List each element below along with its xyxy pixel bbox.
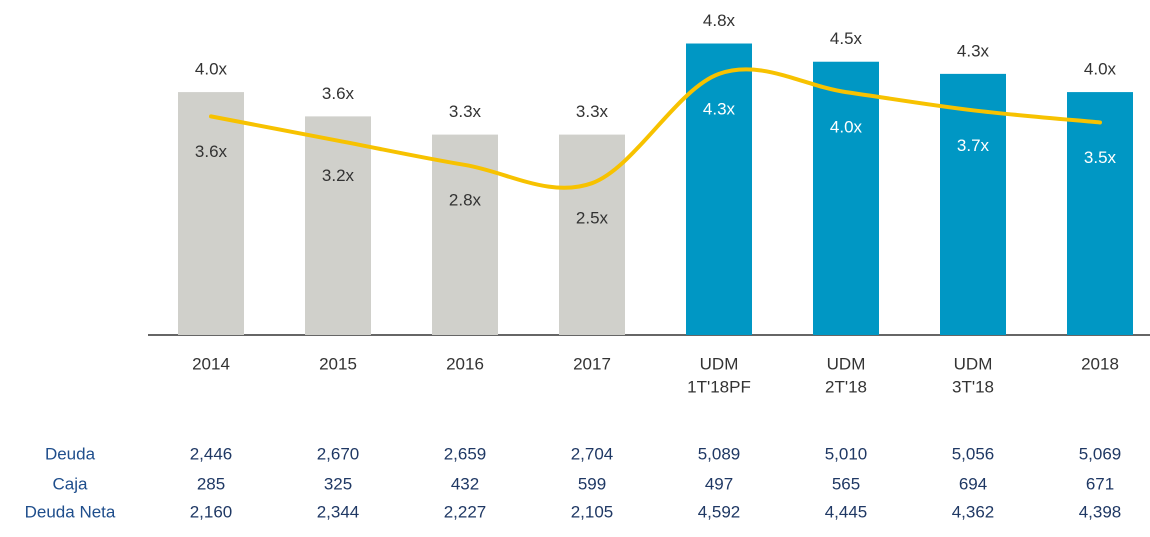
x-tick-label: 2017 xyxy=(573,354,611,373)
table-cell: 4,445 xyxy=(825,502,868,521)
bar xyxy=(940,73,1006,335)
bar-value-label: 4.0x xyxy=(195,60,228,79)
line-value-label: 3.5x xyxy=(1084,148,1117,167)
line-value-label: 3.6x xyxy=(195,142,228,161)
table-cell: 2,704 xyxy=(571,444,614,463)
bar-value-label: 4.0x xyxy=(1084,60,1117,79)
line-value-label: 2.5x xyxy=(576,209,609,228)
bar-value-label: 3.3x xyxy=(576,102,609,121)
bar xyxy=(178,92,244,335)
x-tick-label: UDM xyxy=(954,354,993,373)
table-cell: 285 xyxy=(197,474,225,493)
bar-value-label: 4.5x xyxy=(830,29,863,48)
table-cell: 2,670 xyxy=(317,444,360,463)
table-cell: 2,227 xyxy=(444,502,487,521)
x-tick-label: UDM xyxy=(827,354,866,373)
row-label: Deuda xyxy=(45,444,96,463)
table-cell: 325 xyxy=(324,474,352,493)
table-cell: 599 xyxy=(578,474,606,493)
x-tick-label: 3T'18 xyxy=(952,377,994,396)
table-cell: 5,010 xyxy=(825,444,868,463)
line-value-label: 3.7x xyxy=(957,136,990,155)
bar-value-label: 3.6x xyxy=(322,84,355,103)
x-tick-label: UDM xyxy=(700,354,739,373)
x-tick-label: 2T'18 xyxy=(825,377,867,396)
table-cell: 5,056 xyxy=(952,444,995,463)
bar-value-label: 3.3x xyxy=(449,102,482,121)
table-cell: 671 xyxy=(1086,474,1114,493)
x-tick-label: 2014 xyxy=(192,354,230,373)
bar xyxy=(305,116,371,335)
bar xyxy=(686,43,752,335)
x-tick-label: 1T'18PF xyxy=(687,377,751,396)
table-cell: 497 xyxy=(705,474,733,493)
x-tick-label: 2018 xyxy=(1081,354,1119,373)
table-cell: 5,069 xyxy=(1079,444,1122,463)
table-cell: 5,089 xyxy=(698,444,741,463)
bar xyxy=(1067,92,1133,335)
bar xyxy=(813,61,879,336)
table-cell: 2,344 xyxy=(317,502,360,521)
row-label: Caja xyxy=(53,474,89,493)
line-value-label: 2.8x xyxy=(449,190,482,209)
bar xyxy=(432,134,498,335)
table-cell: 4,592 xyxy=(698,502,741,521)
line-value-label: 4.3x xyxy=(703,99,736,118)
table-cell: 2,446 xyxy=(190,444,233,463)
table-cell: 565 xyxy=(832,474,860,493)
table-cell: 2,160 xyxy=(190,502,233,521)
x-tick-label: 2015 xyxy=(319,354,357,373)
line xyxy=(209,67,1102,190)
table-cell: 694 xyxy=(959,474,987,493)
table-cell: 4,398 xyxy=(1079,502,1122,521)
table-cell: 2,105 xyxy=(571,502,614,521)
bar-value-label: 4.3x xyxy=(957,41,990,60)
x-tick-label: 2016 xyxy=(446,354,484,373)
row-label: Deuda Neta xyxy=(25,502,116,521)
line-value-label: 3.2x xyxy=(322,166,355,185)
bar xyxy=(559,134,625,335)
table-cell: 2,659 xyxy=(444,444,487,463)
line-value-label: 4.0x xyxy=(830,118,863,137)
table-cell: 432 xyxy=(451,474,479,493)
table-cell: 4,362 xyxy=(952,502,995,521)
bar-value-label: 4.8x xyxy=(703,11,736,30)
